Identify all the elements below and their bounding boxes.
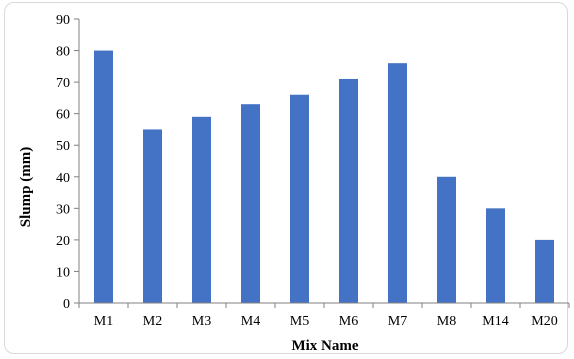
bar-m4 (241, 104, 260, 303)
bar-m2 (143, 129, 162, 303)
y-tick-label: 0 (63, 297, 70, 312)
x-tick-label-m20: M20 (531, 314, 557, 329)
y-tick-label: 80 (56, 45, 70, 60)
bar-m3 (192, 116, 211, 303)
x-tick-label-m4: M4 (241, 314, 260, 329)
y-tick-label: 40 (56, 171, 70, 186)
y-ticks-group: 0 10 20 30 40 50 60 70 80 90 (56, 13, 79, 312)
y-tick-label: 30 (56, 202, 70, 217)
bars-group (94, 50, 554, 303)
y-axis-title: Slump (mm) (18, 147, 34, 227)
y-tick-label: 50 (56, 139, 70, 154)
bar-m20 (535, 239, 554, 303)
y-tick-label: 10 (56, 265, 70, 280)
x-tick-label-m7: M7 (388, 314, 407, 329)
bar-m1 (94, 50, 113, 303)
bar-m8 (437, 176, 456, 303)
y-tick-label: 60 (56, 108, 70, 123)
x-tick-label-m1: M1 (94, 314, 113, 329)
bar-m7 (388, 63, 407, 303)
x-tick-label-m2: M2 (143, 314, 162, 329)
bar-m14 (486, 208, 505, 303)
x-ticks-group: M1 M2 M3 M4 M5 M6 M7 M8 M14 M20 (78, 303, 570, 329)
bar-m6 (339, 78, 358, 303)
x-tick-label-m8: M8 (437, 314, 456, 329)
x-tick-label-m6: M6 (339, 314, 358, 329)
x-axis-title: Mix Name (291, 338, 358, 354)
x-tick-label-m5: M5 (290, 314, 309, 329)
y-tick-label: 70 (56, 76, 70, 91)
y-tick-label: 20 (56, 234, 70, 249)
y-tick-label: 90 (56, 13, 70, 28)
x-tick-label-m14: M14 (482, 314, 508, 329)
bar-m5 (290, 94, 309, 303)
x-tick-label-m3: M3 (192, 314, 211, 329)
